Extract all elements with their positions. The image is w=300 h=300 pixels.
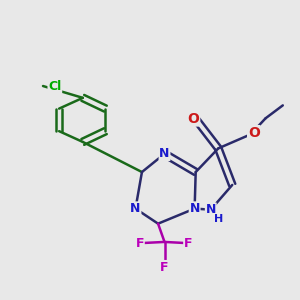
Text: N: N	[159, 147, 170, 160]
Text: N: N	[189, 202, 200, 215]
Text: F: F	[184, 236, 192, 250]
Text: F: F	[136, 236, 144, 250]
Text: O: O	[248, 126, 260, 140]
Text: N: N	[130, 202, 141, 215]
Text: Cl: Cl	[48, 80, 62, 92]
Text: O: O	[188, 112, 200, 126]
Text: H: H	[214, 214, 224, 224]
Text: N: N	[206, 203, 216, 216]
Text: F: F	[160, 261, 169, 274]
